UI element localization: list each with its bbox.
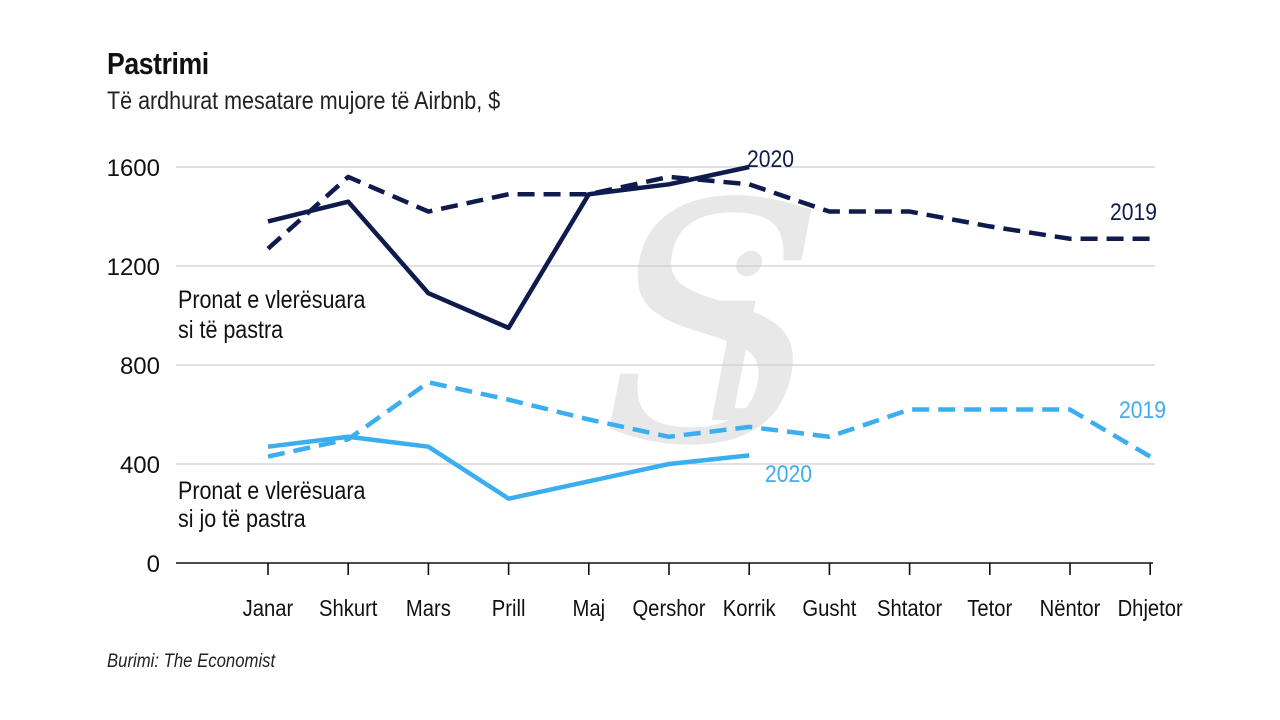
annotation-line2: si të pastra: [178, 315, 283, 343]
x-tick-label: Tetor: [967, 595, 1012, 622]
y-tick-label: 400: [120, 452, 160, 479]
series-label-unclean-2020: 2020: [765, 461, 812, 488]
svg-text:i: i: [700, 208, 774, 475]
y-tick-label: 1600: [107, 155, 160, 182]
y-tick-label: 800: [120, 353, 160, 380]
annotation-line2: si jo të pastra: [178, 504, 306, 532]
x-tick-label: Dhjetor: [1118, 595, 1183, 622]
chart-title: Pastrimi: [107, 46, 209, 81]
chart-subtitle: Të ardhurat mesatare mujore të Airbnb, $: [107, 87, 501, 115]
series-label-clean-2019: 2019: [1110, 199, 1157, 226]
x-tick-label: Shtator: [877, 595, 942, 622]
x-tick-label: Shkurt: [319, 595, 377, 622]
x-tick-label: Janar: [243, 595, 294, 622]
x-tick-label: Mars: [406, 595, 451, 622]
x-tick-label: Prill: [492, 595, 526, 622]
series-labels: 2019 2020 2019 2020: [747, 146, 1166, 488]
y-axis: 0 400 800 1200 1600: [107, 155, 160, 578]
series-group: [266, 164, 1152, 501]
annotation-line1: Pronat e vlerësuara: [178, 476, 366, 504]
x-tick-label: Nëntor: [1040, 595, 1101, 622]
series-line-unclean-2020: [267, 434, 750, 501]
series-line-clean-2020: [267, 164, 750, 331]
x-tick-label: Maj: [572, 595, 605, 622]
series-line-unclean-2019: [267, 380, 1152, 459]
y-tick-label: 0: [147, 551, 160, 578]
annotation-line1: Pronat e vlerësuara: [178, 285, 366, 313]
source-note: Burimi: The Economist: [107, 651, 276, 672]
x-tick-label: Gusht: [802, 595, 856, 622]
series-label-clean-2020: 2020: [747, 146, 794, 173]
x-axis: Janar Shkurt Mars Prill Maj Qershor Korrik Gush…: [243, 563, 1183, 621]
x-tick-label: Qershor: [632, 595, 705, 622]
series-label-unclean-2019: 2019: [1119, 397, 1166, 424]
series-line-clean-2019: [266, 174, 1151, 251]
y-tick-label: 1200: [107, 254, 160, 281]
x-tick-label: Korrik: [723, 595, 776, 622]
